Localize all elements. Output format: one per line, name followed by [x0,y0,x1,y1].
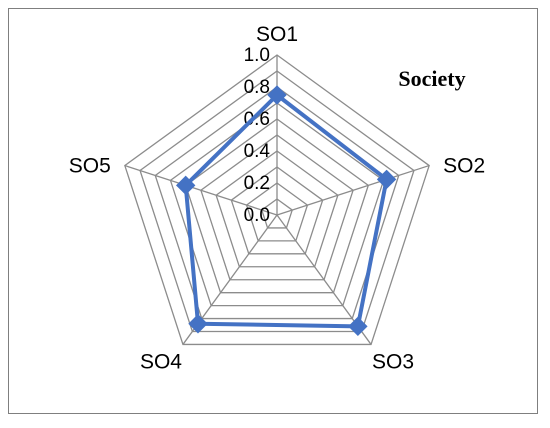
data-marker-so3 [348,316,368,337]
data-marker-so4 [188,314,208,334]
data-marker-so2 [376,169,397,190]
category-label-so1: SO1 [256,23,298,46]
radar-tick-labels: 0.0 0.2 0.4 0.6 0.8 1.0 [244,45,271,226]
chart-title: Society [398,66,465,91]
tick-label: 0.0 [244,205,270,226]
tick-label: 0.6 [244,109,270,130]
grid-ring [215,150,339,268]
radar-grid [124,54,430,346]
grid-ring [245,182,309,242]
grid-ring [200,134,354,281]
grid-ring [154,86,400,320]
tick-label: 1.0 [244,45,270,66]
chart-frame [8,8,538,414]
grid-ring [169,102,385,307]
data-marker-so1 [267,85,287,105]
grid-spoke [276,164,430,216]
category-label-so4: SO4 [140,350,182,373]
data-marker-so5 [175,175,196,196]
category-label-so5: SO5 [69,155,111,178]
series-line [183,93,389,329]
grid-ring [184,118,370,294]
radar-series [175,85,397,337]
grid-ring [139,70,415,333]
category-label-so2: SO2 [443,155,485,178]
tick-label: 0.2 [244,173,270,194]
grid-spoke [124,164,278,216]
radar-category-labels: SO1 SO2 SO3 SO4 SO5 [69,23,485,373]
grid-ring [261,198,293,229]
tick-label: 0.4 [244,141,271,162]
category-label-so3: SO3 [372,350,414,373]
grid-ring [124,54,430,346]
tick-label: 0.8 [244,77,270,98]
grid-ring [230,166,324,255]
